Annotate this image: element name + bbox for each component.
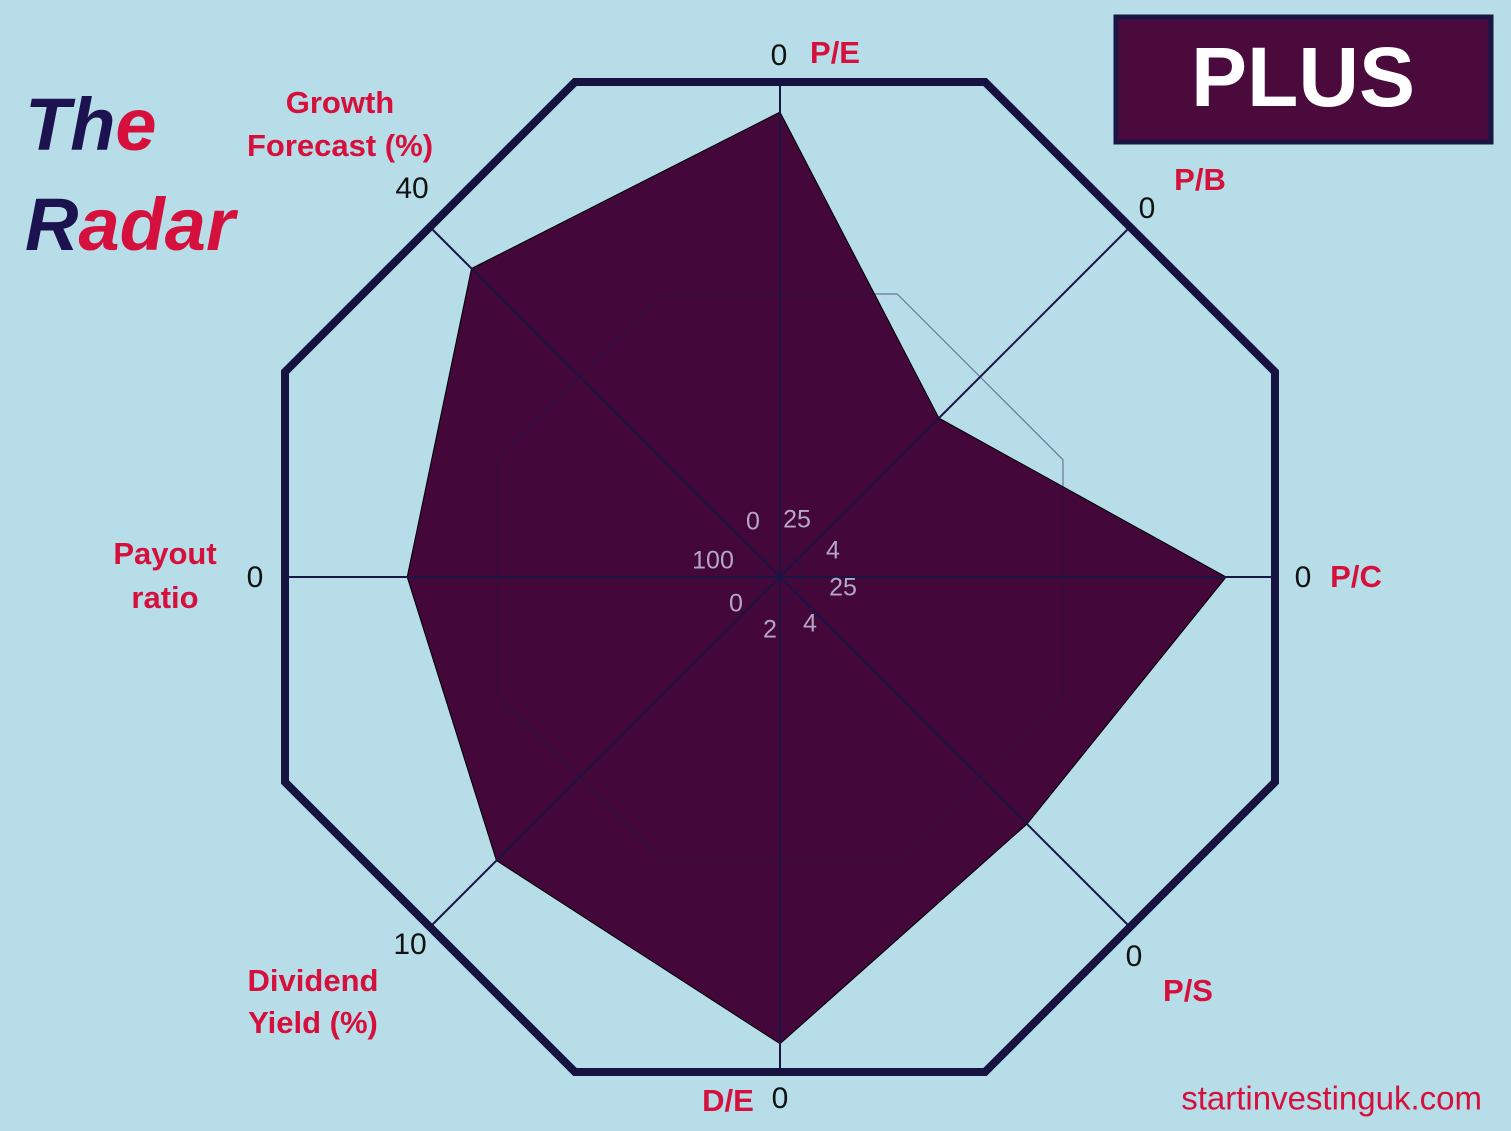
badge: PLUS <box>1191 30 1415 124</box>
axis-name: D/E <box>702 1083 754 1118</box>
axis-outer-label: 0 <box>1139 192 1156 225</box>
axis-name: Growth <box>286 85 395 120</box>
axis-inner-label: 2 <box>763 616 777 644</box>
title-part: R <box>25 183 78 266</box>
badge-box <box>1113 14 1494 145</box>
reference-ring <box>496 293 1064 861</box>
axis-outer-label: 0 <box>1126 940 1143 973</box>
axis-outer-label: 0 <box>1295 561 1312 594</box>
title: Radar <box>25 183 239 266</box>
axis-name: Dividend <box>248 963 379 998</box>
footer: startinvestinguk.com <box>1181 1080 1482 1117</box>
title-part: Th <box>25 83 115 166</box>
axis-name: ratio <box>131 580 198 615</box>
axis-name: P/B <box>1174 162 1226 197</box>
axis-name: P/S <box>1163 973 1213 1008</box>
axis-name: Yield (%) <box>248 1005 378 1040</box>
axis-line <box>779 576 1131 928</box>
axis-inner-label: 0 <box>746 508 760 536</box>
title-part: adar <box>78 183 239 266</box>
inner-ring <box>757 554 803 600</box>
axis-outer-label: 40 <box>395 172 428 205</box>
axis-outer-label: 0 <box>772 1082 789 1115</box>
axis-inner-label: 0 <box>729 590 743 618</box>
axis-name: P/C <box>1330 559 1382 594</box>
axis-inner-label: 4 <box>803 610 817 638</box>
axis-name: P/E <box>810 35 860 70</box>
axis-inner-label: 25 <box>829 574 857 602</box>
axis-name: Forecast (%) <box>247 128 433 163</box>
axis-name: Payout <box>113 536 216 571</box>
axis-inner-label: 25 <box>783 506 811 534</box>
title: The <box>25 83 157 166</box>
axis-line <box>779 226 1131 578</box>
axis-inner-label: 100 <box>692 547 734 575</box>
axis-inner-label: 4 <box>826 537 840 565</box>
axis-outer-label: 0 <box>247 561 264 594</box>
axis-outer-label: 10 <box>393 928 426 961</box>
axis-line <box>429 576 781 928</box>
title-part: e <box>115 83 156 166</box>
axis-outer-label: 0 <box>771 39 788 72</box>
outer-ring <box>281 78 1279 1076</box>
axis-line <box>429 226 781 578</box>
